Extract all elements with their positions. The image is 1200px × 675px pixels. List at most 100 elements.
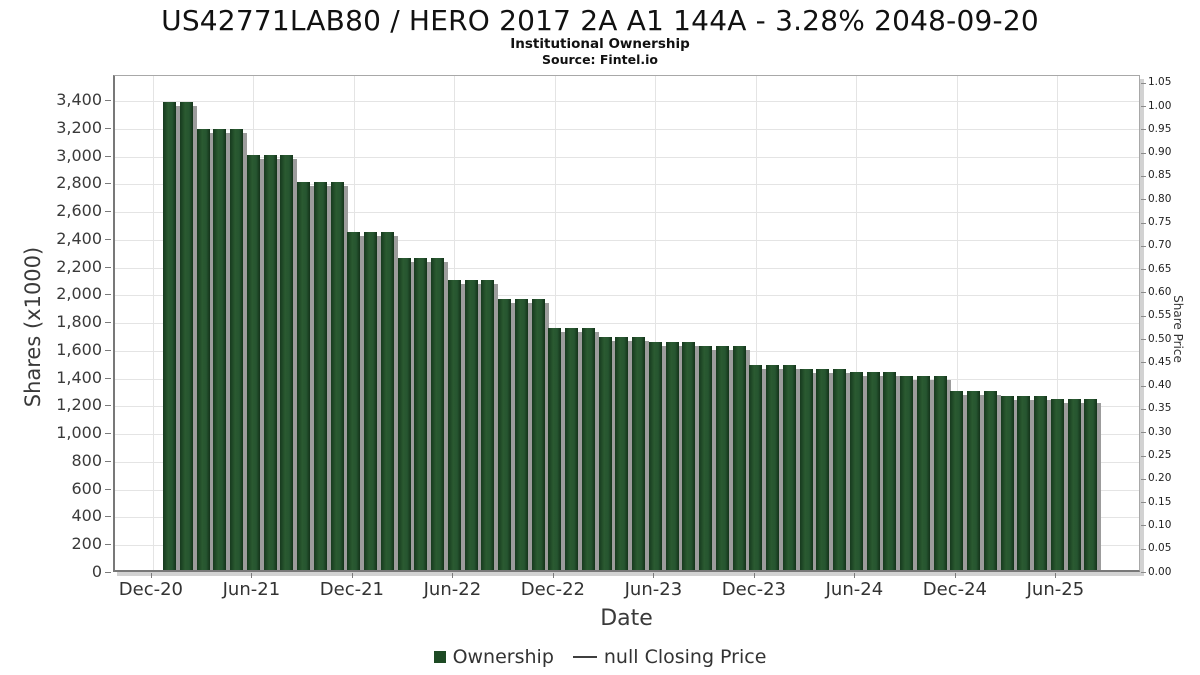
bar-Dec-22	[548, 327, 562, 570]
bar-Feb-22	[380, 232, 394, 570]
bar-May-25	[1034, 396, 1048, 570]
price-tick	[1141, 82, 1146, 84]
bar-Oct-22	[514, 298, 528, 570]
y-tick-label: 3,200	[56, 117, 102, 137]
x-tick	[954, 573, 956, 578]
bar-Oct-23	[715, 346, 729, 570]
x-tick	[753, 573, 755, 578]
bar-May-24	[833, 368, 847, 570]
y-tick	[105, 238, 111, 240]
y-tick-label: 1,600	[56, 339, 102, 359]
price-tick	[1141, 106, 1146, 107]
bar-Dec-23	[749, 364, 763, 570]
x-tick	[653, 573, 655, 578]
x-tick-label: Dec-23	[721, 579, 786, 600]
y-tick-label: 0	[91, 562, 102, 581]
bar-Aug-25	[1084, 399, 1098, 570]
legend-ownership-label: Ownership	[452, 646, 554, 668]
bar-Feb-25	[983, 391, 997, 570]
bar-Mar-24	[799, 368, 813, 570]
y-tick	[105, 127, 111, 129]
bar-Feb-21	[179, 102, 193, 570]
y-tick-label: 1,000	[56, 423, 102, 443]
price-tick-label: 0.25	[1148, 449, 1172, 461]
y-tick-label: 2,400	[56, 228, 102, 248]
gridline-h	[115, 156, 1139, 158]
chart-title: US42771LAB80 / HERO 2017 2A A1 144A - 3.…	[161, 4, 1039, 37]
y-tick	[105, 488, 111, 490]
bar-Aug-21	[280, 155, 294, 570]
bar-Sep-22	[498, 298, 512, 570]
bar-Jul-21	[263, 155, 277, 570]
price-tick	[1141, 478, 1146, 480]
bar-Oct-24	[916, 375, 930, 570]
y-tick	[105, 266, 111, 268]
bar-May-22	[431, 257, 445, 570]
bar-Feb-24	[782, 364, 796, 570]
price-tick-label: 0.90	[1148, 146, 1172, 159]
bar-Apr-21	[213, 129, 227, 570]
y-tick-label: 400	[71, 506, 102, 526]
y-tick	[105, 322, 111, 324]
bar-Mar-21	[196, 129, 210, 570]
x-tick-label: Jun-21	[222, 579, 281, 600]
y-tick	[105, 183, 111, 185]
y-tick	[105, 100, 111, 101]
price-tick	[1141, 269, 1146, 271]
price-tick	[1141, 199, 1146, 201]
gridline-h	[115, 239, 1139, 241]
price-tick-label: 0.30	[1148, 425, 1172, 438]
y-tick-label: 2,200	[56, 256, 102, 276]
x-tick	[351, 573, 353, 578]
price-tick	[1141, 362, 1146, 364]
price-tick-label: 0.85	[1148, 169, 1172, 182]
y-tick-label: 2,000	[56, 284, 102, 304]
price-tick	[1141, 572, 1146, 573]
y-tick-label: 1,200	[56, 395, 102, 415]
x-tick-label: Jun-23	[624, 579, 683, 600]
y-tick-label: 600	[71, 478, 102, 498]
bar-Sep-21	[297, 182, 311, 570]
y-tick	[105, 460, 111, 462]
bar-Mar-25	[1000, 396, 1014, 570]
price-tick-label: 0.65	[1148, 262, 1172, 275]
price-tick-label: 0.15	[1148, 495, 1172, 508]
price-tick	[1141, 339, 1146, 340]
bar-Dec-24	[950, 391, 964, 570]
price-tick-label: 0.95	[1148, 122, 1172, 135]
y-tick-label: 1,800	[56, 312, 102, 332]
bar-Jun-25	[1050, 399, 1064, 570]
y-tick-label: 200	[71, 534, 102, 554]
price-tick	[1141, 175, 1146, 177]
bar-Apr-24	[816, 368, 830, 570]
y-tick	[105, 572, 111, 573]
bar-Jan-21	[163, 102, 177, 570]
y-tick	[105, 516, 111, 518]
price-tick	[1141, 129, 1146, 131]
x-tick-label: Dec-24	[922, 579, 987, 600]
bar-Aug-24	[883, 371, 897, 570]
x-tick-label: Jun-22	[423, 579, 482, 600]
bar-Aug-22	[481, 280, 495, 570]
price-tick	[1141, 385, 1146, 387]
bar-Jun-21	[246, 155, 260, 570]
bar-Jun-24	[849, 371, 863, 570]
y-tick	[105, 544, 111, 546]
y-tick-label: 3,400	[56, 90, 102, 109]
price-tick-label: 0.60	[1148, 285, 1172, 298]
x-tick	[552, 573, 554, 578]
bar-Jul-24	[866, 371, 880, 570]
price-tick	[1141, 245, 1146, 247]
gridline-v	[1057, 76, 1059, 570]
price-tick	[1141, 408, 1146, 410]
bar-Jun-23	[648, 341, 662, 570]
x-tick-label: Jun-24	[825, 579, 884, 600]
price-tick-label: 0.05	[1148, 542, 1172, 555]
gridline-h	[115, 267, 1139, 269]
y-tick	[105, 433, 111, 435]
y-tick	[105, 349, 111, 351]
y-tick-label: 2,800	[56, 173, 102, 193]
chart-source: Source: Fintel.io	[542, 52, 658, 67]
bar-Jul-23	[665, 341, 679, 570]
bar-Jul-25	[1067, 399, 1081, 570]
